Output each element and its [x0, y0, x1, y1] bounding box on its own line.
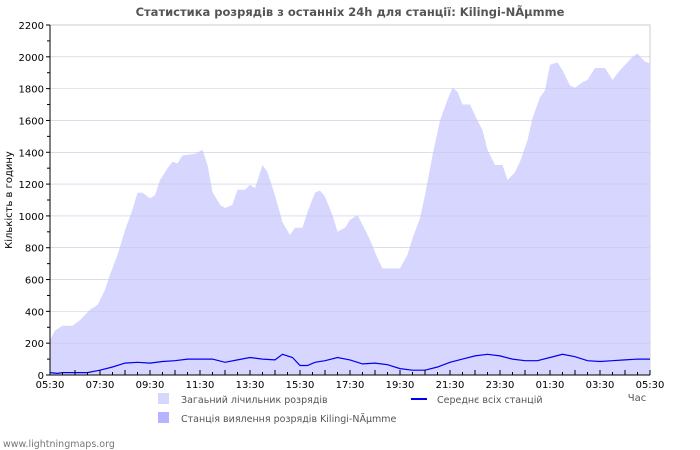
legend-label-total: Загаьний лічильник розрядів [181, 395, 328, 406]
x-tick-label: 05:30 [36, 380, 65, 391]
series-area-0 [50, 53, 650, 375]
x-tick-label: 21:30 [436, 380, 465, 391]
x-tick-label: 07:30 [86, 380, 115, 391]
legend-label-average: Середнє всіх станцій [437, 395, 543, 406]
x-axis-label: Час [628, 393, 646, 404]
y-tick-label: 400 [25, 307, 44, 318]
y-axis-label: Кількість в годину [3, 151, 15, 249]
x-tick-label: 23:30 [486, 380, 515, 391]
x-tick-label: 09:30 [136, 380, 165, 391]
legend: Загаьний лічильник розрядів Станція виял… [158, 393, 543, 425]
y-tick-label: 1000 [19, 212, 44, 223]
legend-swatch-average [411, 398, 427, 400]
x-tick-label: 15:30 [286, 380, 315, 391]
legend-swatch-total [158, 393, 169, 404]
x-tick-label: 19:30 [386, 380, 415, 391]
y-tick-label: 200 [25, 339, 44, 350]
x-tick-label: 13:30 [236, 380, 265, 391]
y-tick-label: 2200 [19, 21, 44, 32]
legend-label-station: Станція виялення розрядів Kilingi-NÃµmme [181, 414, 396, 425]
x-tick-label: 01:30 [536, 380, 565, 391]
y-tick-label: 600 [25, 276, 44, 287]
y-tick-label: 0 [38, 371, 44, 382]
y-tick-label: 1200 [19, 180, 44, 191]
series-line-average [49, 353, 650, 375]
x-tick-label: 17:30 [336, 380, 365, 391]
footer-link[interactable]: www.lightningmaps.org [3, 439, 115, 450]
y-tick-label: 1800 [19, 85, 44, 96]
x-tick-label: 05:30 [636, 380, 665, 391]
y-tick-label: 1400 [19, 148, 44, 159]
x-tick-label: 11:30 [186, 380, 215, 391]
x-tick-label: 03:30 [586, 380, 615, 391]
y-tick-label: 1600 [19, 116, 44, 127]
legend-swatch-station [158, 412, 169, 423]
chart-title: Статистика розрядів з останніх 24h для с… [136, 4, 565, 19]
y-tick-label: 2000 [19, 53, 44, 64]
y-tick-label: 800 [25, 244, 44, 255]
